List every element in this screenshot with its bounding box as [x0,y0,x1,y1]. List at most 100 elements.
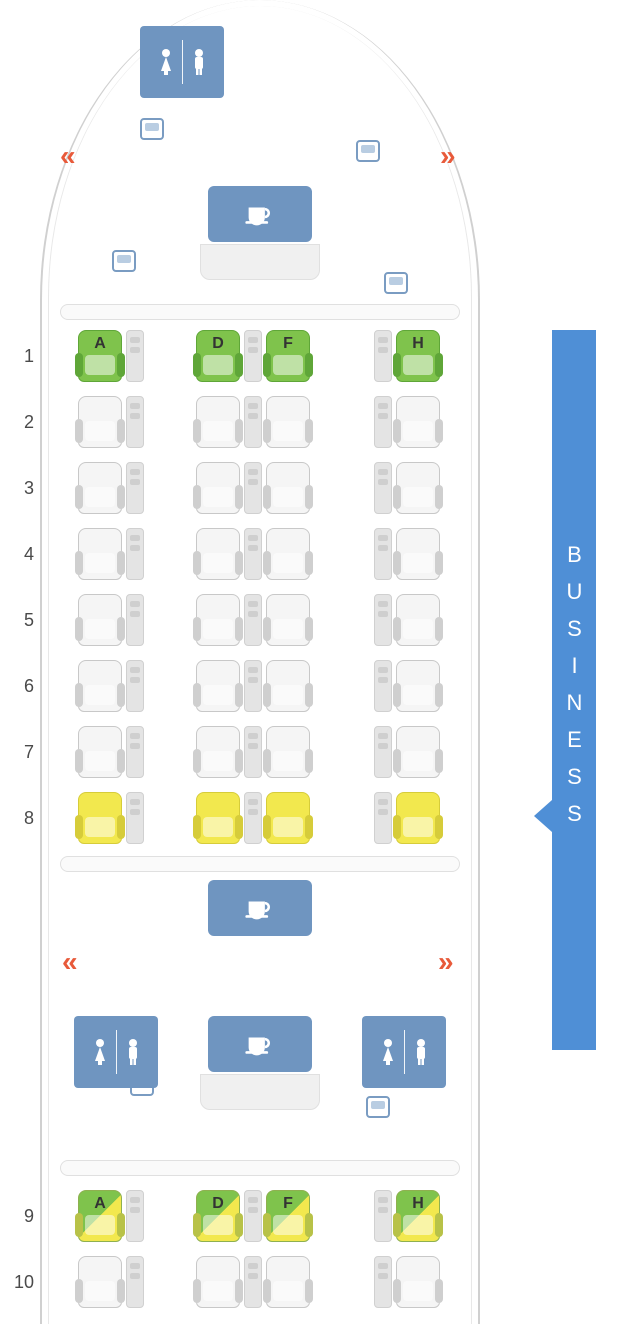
seat-letter: A [79,335,121,353]
seat[interactable] [78,660,122,712]
seat-console [126,330,144,382]
seat-group-right [374,594,440,646]
seat[interactable]: A [78,330,122,382]
seat-console [244,792,262,844]
seat-console [244,594,262,646]
seat-group-center [196,594,310,646]
seat-console [244,396,262,448]
seat[interactable] [396,792,440,844]
seat[interactable] [78,594,122,646]
seat[interactable] [396,396,440,448]
seat[interactable]: F [266,1190,310,1242]
cabin-area: ADFHADFH [40,0,480,1324]
seat-console [374,1256,392,1308]
seat[interactable] [396,462,440,514]
seat[interactable] [396,726,440,778]
seat[interactable] [78,792,122,844]
seat-group-center: DF [196,1190,310,1242]
seat-console [126,528,144,580]
seat-console [374,792,392,844]
seat-group-right [374,726,440,778]
seat[interactable] [78,396,122,448]
seat[interactable]: H [396,1190,440,1242]
seat[interactable] [396,528,440,580]
seat-console [374,462,392,514]
seat-group-right [374,660,440,712]
seat-group-right: H [374,330,440,382]
seat[interactable] [396,1256,440,1308]
seat[interactable]: F [266,330,310,382]
seat[interactable] [266,660,310,712]
seat[interactable] [196,462,240,514]
seat[interactable] [196,1256,240,1308]
seat-group-center [196,792,310,844]
seat[interactable] [78,726,122,778]
galley-icon [208,1016,312,1072]
row-number: 3 [8,478,34,499]
seat-group-right [374,1256,440,1308]
seat[interactable] [266,1256,310,1308]
seat-console [374,396,392,448]
seat-console [244,1256,262,1308]
seat[interactable] [78,1256,122,1308]
row-number: 4 [8,544,34,565]
seat-group-right [374,462,440,514]
seat[interactable] [196,726,240,778]
seat[interactable]: D [196,1190,240,1242]
seat[interactable] [266,792,310,844]
monitor-icon [366,1096,390,1118]
seat-group-left: A [78,1190,144,1242]
seat-group-left [78,1256,144,1308]
seat[interactable] [396,660,440,712]
seat-group-right: H [374,1190,440,1242]
seat-letter: D [197,1195,239,1213]
monitor-icon [384,272,408,294]
seat[interactable] [196,528,240,580]
seat-group-right [374,528,440,580]
seat-console [126,726,144,778]
row-number: 10 [8,1272,34,1293]
seat-group-center [196,1256,310,1308]
seat[interactable] [396,594,440,646]
seat-group-right [374,792,440,844]
seat-console [126,594,144,646]
row-number: 8 [8,808,34,829]
seat[interactable] [196,660,240,712]
seat-console [374,726,392,778]
seat-console [374,594,392,646]
row-number: 1 [8,346,34,367]
seat[interactable] [266,462,310,514]
seat[interactable] [78,462,122,514]
seat[interactable]: H [396,330,440,382]
seat-letter: H [397,335,439,353]
seat[interactable] [266,726,310,778]
seat-console [126,660,144,712]
seat[interactable] [266,528,310,580]
galley-icon [208,880,312,936]
seat[interactable] [196,396,240,448]
seat[interactable]: D [196,330,240,382]
seat[interactable] [266,594,310,646]
lavatory-icon [140,26,224,98]
seat[interactable] [78,528,122,580]
cabin-class-label: BUSINESS [552,330,596,1050]
seat-group-left [78,726,144,778]
seat-console [244,528,262,580]
seat-group-right [374,396,440,448]
seat-console [374,660,392,712]
seat[interactable] [196,594,240,646]
row-number: 7 [8,742,34,763]
seat[interactable] [196,792,240,844]
seat-group-center [196,660,310,712]
monitor-icon [140,118,164,140]
monitor-icon [356,140,380,162]
exit-arrow-icon [438,946,444,978]
exit-arrow-icon [440,140,446,172]
seat-console [244,726,262,778]
seat[interactable]: A [78,1190,122,1242]
seat-letter: F [267,335,309,353]
seat-console [374,1190,392,1242]
seat[interactable] [266,396,310,448]
seat-group-left: A [78,330,144,382]
exit-arrow-icon [60,140,66,172]
